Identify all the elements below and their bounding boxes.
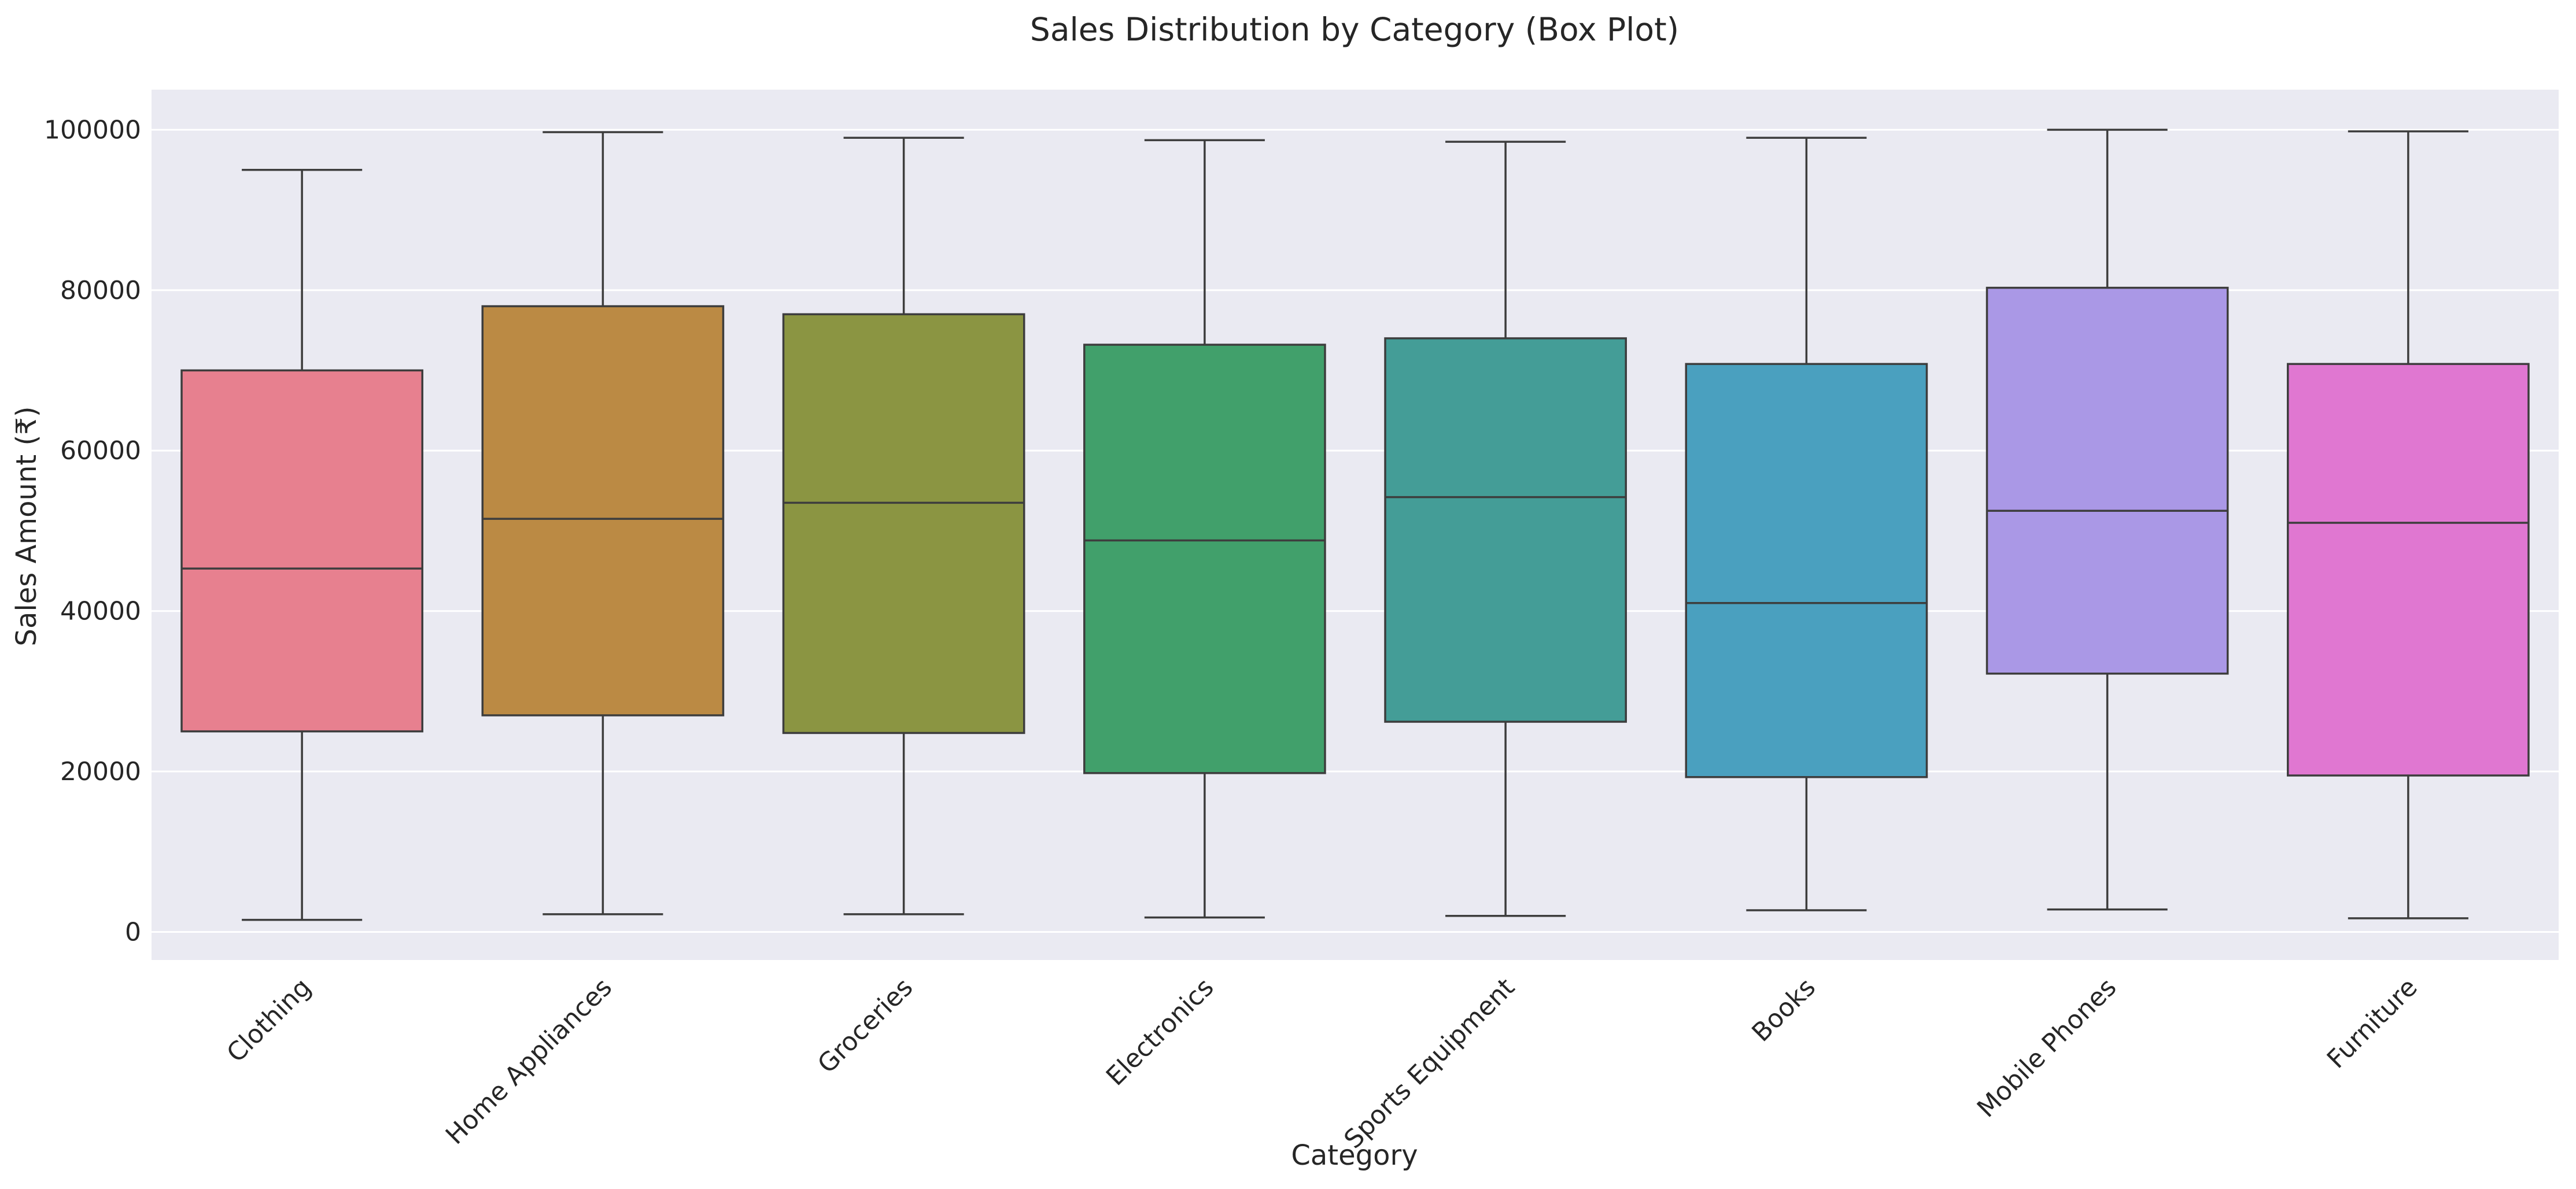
x-tick-label: Furniture xyxy=(2322,973,2423,1074)
x-tick-label: Sports Equipment xyxy=(1338,973,1520,1155)
box-clothing xyxy=(180,168,423,921)
box-home-appliances xyxy=(481,131,725,915)
box-books xyxy=(1685,136,1928,911)
y-tick-label: 100000 xyxy=(44,115,141,145)
x-axis-label: Category xyxy=(1291,1139,1418,1172)
iqr-box xyxy=(180,369,423,733)
x-tick-label: Mobile Phones xyxy=(1972,973,2123,1124)
box-sports-equipment xyxy=(1384,141,1627,917)
iqr-box xyxy=(1384,337,1627,723)
x-tick-label: Groceries xyxy=(812,973,918,1079)
box-electronics xyxy=(1083,139,1326,919)
box-mobile-phones xyxy=(1985,128,2229,911)
y-axis-label: Sales Amount (₹) xyxy=(10,407,43,647)
x-tick-label: Clothing xyxy=(221,973,316,1068)
x-tick-label: Books xyxy=(1746,973,1821,1048)
y-axis-ticks: 0 20000 40000 60000 80000 100000 xyxy=(44,115,141,947)
iqr-box xyxy=(782,313,1025,734)
iqr-box xyxy=(481,305,725,717)
iqr-box xyxy=(1685,363,1928,778)
x-tick-label: Home Appliances xyxy=(440,973,618,1150)
chart-title: Sales Distribution by Category (Box Plot… xyxy=(1030,11,1679,48)
iqr-box xyxy=(1985,286,2229,675)
iqr-box xyxy=(1083,344,1326,774)
y-tick-label: 60000 xyxy=(60,436,141,466)
box-furniture xyxy=(2287,130,2530,920)
x-axis-ticks: Clothing Home Appliances Groceries Electron… xyxy=(221,973,2423,1155)
boxes xyxy=(180,128,2530,921)
y-tick-label: 80000 xyxy=(60,276,141,305)
y-tick-label: 0 xyxy=(125,917,141,947)
y-tick-label: 20000 xyxy=(60,757,141,786)
iqr-box xyxy=(2287,363,2530,777)
y-tick-label: 40000 xyxy=(60,597,141,626)
box-groceries xyxy=(782,136,1025,915)
x-tick-label: Electronics xyxy=(1101,973,1220,1092)
